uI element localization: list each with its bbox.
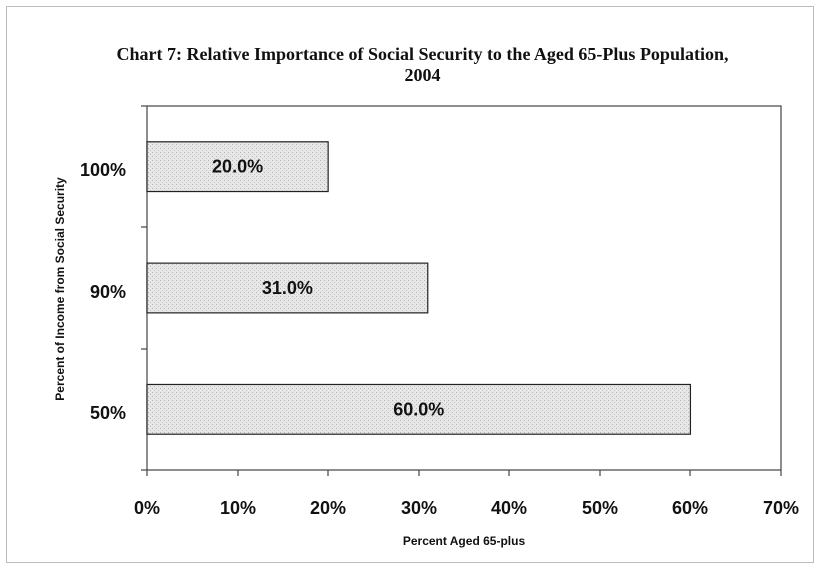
bar-50pct: [146, 383, 692, 435]
chart-title-line-2: 2004: [404, 65, 441, 85]
bar-value-label: 31.0%: [262, 278, 313, 298]
x-tick-label: 20%: [310, 498, 346, 518]
chart-title-line-1: Chart 7: Relative Importance of Social S…: [116, 44, 729, 64]
bar-value-label: 20.0%: [212, 157, 263, 177]
chart-title: Chart 7: Relative Importance of Social S…: [0, 44, 820, 86]
y-category-label: 50%: [90, 403, 126, 423]
bar-value-label: 60.0%: [393, 399, 444, 419]
x-tick-label: 70%: [763, 498, 799, 518]
bar-100pct: [146, 141, 329, 193]
x-axis-ticks: 0% 10% 20% 30% 40% 50% 60% 70%: [134, 470, 799, 518]
x-tick-label: 10%: [220, 498, 256, 518]
y-axis-title: Percent of Income from Social Security: [53, 177, 67, 401]
x-tick-label: 40%: [491, 498, 527, 518]
x-tick-label: 50%: [582, 498, 618, 518]
y-category-label: 90%: [90, 282, 126, 302]
x-tick-label: 30%: [401, 498, 437, 518]
x-tick-label: 60%: [672, 498, 708, 518]
x-tick-label: 0%: [134, 498, 160, 518]
x-axis-title: Percent Aged 65-plus: [403, 534, 526, 548]
chart-frame: [6, 6, 814, 563]
bar-90pct: [146, 262, 429, 314]
y-category-label: 100%: [80, 160, 126, 180]
